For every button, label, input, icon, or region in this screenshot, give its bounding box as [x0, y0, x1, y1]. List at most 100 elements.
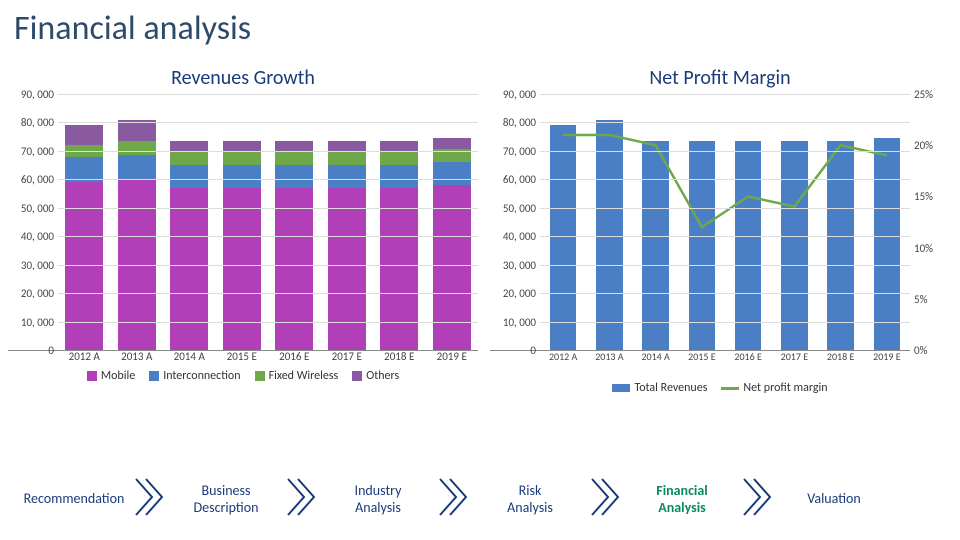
x-tick-label: 2015 E	[680, 350, 724, 363]
bar-column	[112, 94, 162, 350]
bar-segment	[433, 138, 471, 149]
net-profit-margin-chart: Net Profit Margin 90, 000 80, 000 70, 000 6…	[490, 66, 950, 395]
bar-segment	[380, 188, 418, 350]
y-tick-label-right: 10%	[914, 242, 954, 255]
nav-item-recommendation[interactable]: Recommendation	[16, 485, 132, 514]
y-tick-label: 70, 000	[8, 145, 54, 158]
bar-column	[587, 94, 631, 350]
y-tick-label: 60, 000	[490, 173, 536, 186]
chart2-title: Net Profit Margin	[490, 66, 950, 90]
bar-segment	[275, 165, 313, 188]
y-tick-label: 90, 000	[8, 88, 54, 101]
legend-item: Others	[352, 369, 399, 383]
y-tick-label-right: 5%	[914, 293, 954, 306]
y-tick-label: 50, 000	[8, 202, 54, 215]
bar-column	[374, 94, 424, 350]
chevron-right-icon	[588, 475, 624, 519]
bar-segment	[275, 152, 313, 165]
x-tick-label: 2019 E	[427, 350, 477, 363]
bar-segment	[642, 141, 669, 350]
nav-item-risk-analysis[interactable]: RiskAnalysis	[472, 477, 588, 523]
y-tick-label: 80, 000	[8, 116, 54, 129]
bar-column	[633, 94, 677, 350]
x-tick-label: 2016 E	[269, 350, 319, 363]
y-tick-label: 60, 000	[8, 173, 54, 186]
bar-segment	[223, 165, 261, 188]
y-tick-label-right: 25%	[914, 88, 954, 101]
bar-column	[322, 94, 372, 350]
bar-segment	[735, 141, 762, 350]
bar-segment	[118, 155, 156, 179]
bar-column	[541, 94, 585, 350]
x-tick-label: 2013 A	[112, 350, 162, 363]
page-title: Financial analysis	[14, 8, 251, 49]
bar-column	[217, 94, 267, 350]
y-tick-label: 0	[490, 344, 536, 357]
bar-column	[427, 94, 477, 350]
bar-segment	[433, 185, 471, 350]
legend-item: Net profit margin	[721, 381, 827, 395]
y-tick-label: 50, 000	[490, 202, 536, 215]
legend-item: Fixed Wireless	[255, 369, 339, 383]
y-tick-label: 90, 000	[490, 88, 536, 101]
bar-segment	[328, 188, 366, 350]
y-tick-label: 40, 000	[8, 230, 54, 243]
x-tick-label: 2014 A	[633, 350, 677, 363]
legend-item: Mobile	[87, 369, 135, 383]
bar-segment	[596, 120, 623, 350]
y-tick-label: 10, 000	[490, 316, 536, 329]
y-tick-label: 0	[8, 344, 54, 357]
bar-column	[726, 94, 770, 350]
y-tick-label: 70, 000	[490, 145, 536, 158]
bar-column	[680, 94, 724, 350]
x-tick-label: 2014 A	[164, 350, 214, 363]
chevron-right-icon	[132, 475, 168, 519]
y-tick-label: 10, 000	[8, 316, 54, 329]
x-tick-label: 2013 A	[587, 350, 631, 363]
bar-segment	[328, 152, 366, 165]
bar-column	[818, 94, 862, 350]
chart1-title: Revenues Growth	[8, 66, 478, 90]
x-tick-label: 2015 E	[217, 350, 267, 363]
bar-segment	[781, 141, 808, 350]
nav-item-valuation[interactable]: Valuation	[776, 485, 892, 514]
bar-segment	[65, 125, 103, 145]
bar-segment	[380, 165, 418, 188]
x-tick-label: 2012 A	[59, 350, 109, 363]
y-tick-label: 80, 000	[490, 116, 536, 129]
x-tick-label: 2018 E	[818, 350, 862, 363]
bar-segment	[433, 162, 471, 185]
bar-column	[772, 94, 816, 350]
bar-segment	[223, 152, 261, 165]
nav-item-financial-analysis[interactable]: FinancialAnalysis	[624, 477, 740, 523]
bar-column	[164, 94, 214, 350]
bar-segment	[827, 141, 854, 350]
y-tick-label: 30, 000	[8, 259, 54, 272]
y-tick-label: 30, 000	[490, 259, 536, 272]
chevron-right-icon	[740, 475, 776, 519]
x-tick-label: 2017 E	[772, 350, 816, 363]
legend-item: Total Revenues	[612, 381, 707, 395]
bar-segment	[170, 188, 208, 350]
y-tick-label: 20, 000	[8, 287, 54, 300]
x-tick-label: 2012 A	[541, 350, 585, 363]
nav-item-industry-analysis[interactable]: IndustryAnalysis	[320, 477, 436, 523]
bar-segment	[689, 141, 716, 350]
bar-segment	[223, 188, 261, 350]
x-tick-label: 2018 E	[374, 350, 424, 363]
x-tick-label: 2017 E	[322, 350, 372, 363]
y-tick-label-right: 20%	[914, 139, 954, 152]
bar-segment	[170, 165, 208, 188]
y-tick-label-right: 0%	[914, 344, 954, 357]
bar-column	[865, 94, 909, 350]
bar-segment	[275, 188, 313, 350]
x-tick-label: 2016 E	[726, 350, 770, 363]
nav-item-business-description[interactable]: BusinessDescription	[168, 477, 284, 523]
bar-column	[59, 94, 109, 350]
y-tick-label-right: 15%	[914, 190, 954, 203]
breadcrumb-nav: Recommendation BusinessDescription Industr…	[16, 475, 892, 524]
chevron-right-icon	[436, 475, 472, 519]
bar-segment	[380, 152, 418, 165]
bar-column	[269, 94, 319, 350]
bar-segment	[874, 138, 901, 350]
